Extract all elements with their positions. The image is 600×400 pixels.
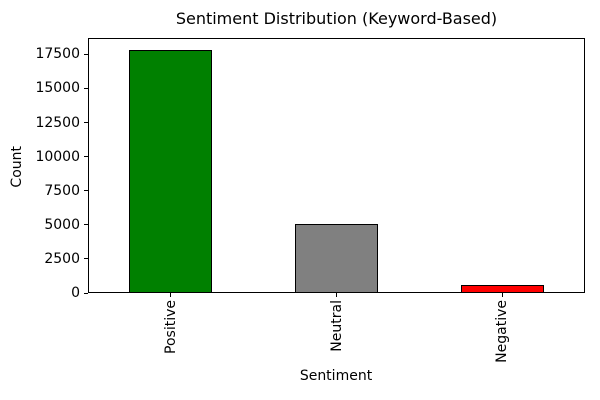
x-tick-label-negative: Negative xyxy=(494,300,511,363)
x-tick-label-positive: Positive xyxy=(162,300,179,354)
y-tick-label: 15000 xyxy=(35,80,80,97)
y-axis-label: Count xyxy=(9,146,25,188)
plot-area xyxy=(88,38,585,293)
y-tick-label: 0 xyxy=(71,285,80,301)
y-tick-label: 17500 xyxy=(35,46,80,63)
y-tick-label: 2500 xyxy=(44,250,80,267)
chart-title: Sentiment Distribution (Keyword-Based) xyxy=(175,9,498,28)
x-tick-label-neutral: Neutral xyxy=(328,300,345,352)
y-tick-label: 12500 xyxy=(35,114,80,131)
y-tick-label: 5000 xyxy=(44,216,80,233)
x-axis-label: Sentiment xyxy=(299,368,373,384)
